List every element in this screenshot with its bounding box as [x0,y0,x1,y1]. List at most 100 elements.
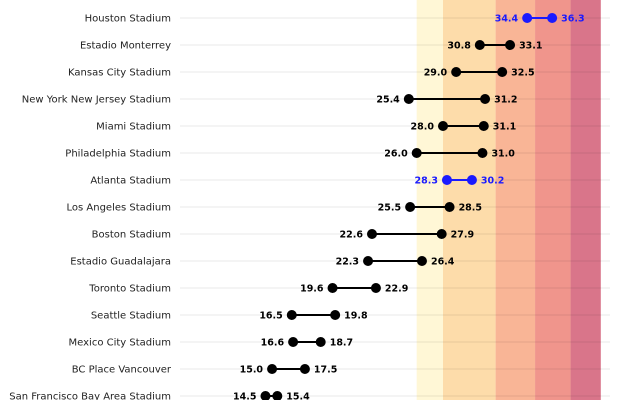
high-point [436,229,447,239]
low-value-label: 29.0 [424,68,448,79]
background-band [443,0,496,400]
stadium-label: Mexico City Stadium [69,338,171,349]
chart-row: Atlanta Stadium 28.3 30.2 [90,175,504,187]
low-point [441,175,452,185]
chart-row: Boston Stadium 22.6 27.9 [92,229,474,241]
stadium-label: New York New Jersey Stadium [22,95,171,106]
stadium-label: Boston Stadium [92,230,171,241]
high-value-label: 31.1 [493,122,516,133]
background-bands [180,0,601,400]
high-value-label: 18.7 [330,338,353,349]
high-value-label: 28.5 [459,203,482,214]
chart-row: Seattle Stadium 16.5 19.8 [91,310,368,322]
stadium-label: Estadio Guadalajara [70,257,171,268]
chart-row: BC Place Vancouver 15.0 17.5 [72,364,337,376]
high-value-label: 31.0 [491,149,515,160]
high-point [330,310,341,320]
stadium-label: Estadio Monterrey [80,41,171,52]
low-value-label: 16.5 [259,311,282,322]
gridlines [180,17,610,397]
high-value-label: 36.3 [561,14,584,25]
low-point [267,364,278,374]
low-point [411,148,422,158]
low-value-label: 28.3 [414,176,437,187]
low-value-label: 22.6 [340,230,364,241]
background-band [180,0,417,400]
high-value-label: 26.4 [431,257,455,268]
high-value-label: 19.8 [344,311,368,322]
low-point [366,229,377,239]
high-value-label: 32.5 [511,68,534,79]
stadium-label: BC Place Vancouver [72,365,172,376]
stadium-label: Atlanta Stadium [90,176,171,187]
chart-row: Los Angeles Stadium 25.5 28.5 [66,202,482,214]
stadium-label: Miami Stadium [96,122,171,133]
high-value-label: 22.9 [385,284,408,295]
low-point [288,337,299,347]
high-value-label: 30.2 [481,176,504,187]
low-point [363,256,374,266]
high-value-label: 27.9 [451,230,474,241]
chart-row: Mexico City Stadium 16.6 18.7 [69,337,353,349]
chart-row: Estadio Monterrey 30.8 33.1 [80,40,543,52]
background-band [416,0,443,400]
high-point [370,283,381,293]
high-point [477,148,488,158]
low-point [405,202,416,212]
low-point [451,67,462,77]
high-point [466,175,477,185]
chart-row: Estadio Guadalajara 22.3 26.4 [70,256,455,268]
stadium-label: Toronto Stadium [88,284,171,295]
stadium-label: Los Angeles Stadium [66,203,171,214]
high-point [272,391,283,400]
chart-row: Toronto Stadium 19.6 22.9 [88,283,408,295]
low-value-label: 26.0 [384,149,408,160]
low-value-label: 25.4 [376,95,400,106]
high-value-label: 17.5 [314,365,337,376]
high-value-label: 31.2 [494,95,517,106]
chart-row: Miami Stadium 28.0 31.1 [96,121,516,133]
data-rows: Houston Stadium 34.4 36.3 Estadio Monterrey… [9,13,585,400]
background-band [570,0,601,400]
high-value-label: 33.1 [519,41,542,52]
high-point [505,40,516,50]
low-value-label: 30.8 [447,41,471,52]
high-point [547,13,558,23]
low-value-label: 16.6 [261,338,285,349]
low-value-label: 14.5 [233,392,256,400]
background-band [495,0,536,400]
background-band [535,0,571,400]
low-point [286,310,297,320]
low-value-label: 34.4 [495,14,519,25]
high-point [444,202,455,212]
low-value-label: 22.3 [336,257,359,268]
low-point [438,121,448,131]
chart-row: New York New Jersey Stadium 25.4 31.2 [22,94,518,106]
high-point [497,67,508,77]
stadium-label: San Francisco Bay Area Stadium [9,392,171,400]
high-point [299,364,310,374]
chart-row: San Francisco Bay Area Stadium 14.5 15.4 [9,391,310,400]
high-point [478,121,489,131]
low-point [522,13,533,23]
stadium-label: Kansas City Stadium [68,68,171,79]
high-point [480,94,491,104]
low-value-label: 19.6 [300,284,324,295]
high-value-label: 15.4 [286,392,310,400]
chart-row: Houston Stadium 34.4 36.3 [85,13,585,25]
low-value-label: 25.5 [378,203,401,214]
chart-row: Philadelphia Stadium 26.0 31.0 [65,148,515,160]
stadium-label: Seattle Stadium [91,311,171,322]
high-point [416,256,427,266]
low-point [327,283,338,293]
low-point [403,94,414,104]
high-point [315,337,326,347]
low-point [474,40,485,50]
low-value-label: 28.0 [411,122,435,133]
low-value-label: 15.0 [240,365,264,376]
stadium-label: Philadelphia Stadium [65,149,171,160]
low-point [260,391,271,400]
stadium-label: Houston Stadium [85,14,171,25]
